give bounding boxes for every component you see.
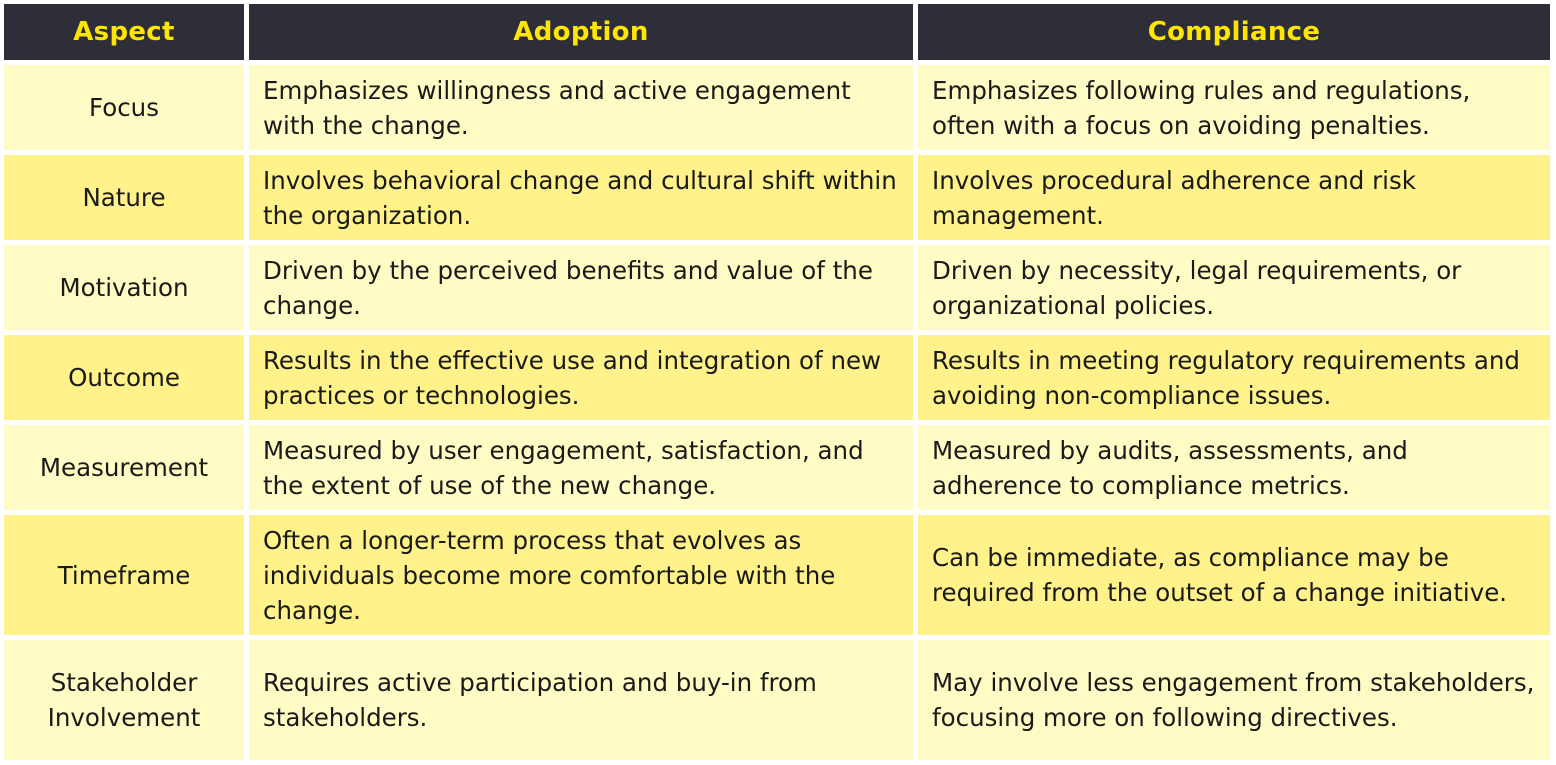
- table-row: Outcome Results in the effective use and…: [4, 335, 1550, 420]
- header-row: Aspect Adoption Compliance: [4, 4, 1550, 60]
- compliance-cell: Can be immediate, as compliance may be r…: [918, 515, 1550, 635]
- table-row: Timeframe Often a longer-term process th…: [4, 515, 1550, 635]
- table-row: Measurement Measured by user engagement,…: [4, 425, 1550, 510]
- header-compliance: Compliance: [918, 4, 1550, 60]
- compliance-cell: Emphasizes following rules and regulatio…: [918, 65, 1550, 150]
- aspect-cell: Motivation: [4, 245, 244, 330]
- comparison-table-container: Aspect Adoption Compliance Focus Emphasi…: [4, 4, 1550, 760]
- adoption-cell: Results in the effective use and integra…: [249, 335, 913, 420]
- table-row: Nature Involves behavioral change and cu…: [4, 155, 1550, 240]
- header-aspect: Aspect: [4, 4, 244, 60]
- aspect-cell: Measurement: [4, 425, 244, 510]
- adoption-cell: Emphasizes willingness and active engage…: [249, 65, 913, 150]
- compliance-cell: Results in meeting regulatory requiremen…: [918, 335, 1550, 420]
- adoption-cell: Involves behavioral change and cultural …: [249, 155, 913, 240]
- aspect-cell: Nature: [4, 155, 244, 240]
- aspect-cell: Stakeholder Involvement: [4, 640, 244, 760]
- adoption-cell: Requires active participation and buy-in…: [249, 640, 913, 760]
- table-row: Focus Emphasizes willingness and active …: [4, 65, 1550, 150]
- adoption-cell: Often a longer-term process that evolves…: [249, 515, 913, 635]
- compliance-cell: Measured by audits, assessments, and adh…: [918, 425, 1550, 510]
- table-row: Motivation Driven by the perceived benef…: [4, 245, 1550, 330]
- compliance-cell: May involve less engagement from stakeho…: [918, 640, 1550, 760]
- adoption-cell: Driven by the perceived benefits and val…: [249, 245, 913, 330]
- header-adoption: Adoption: [249, 4, 913, 60]
- aspect-cell: Timeframe: [4, 515, 244, 635]
- table-row: Stakeholder Involvement Requires active …: [4, 640, 1550, 760]
- aspect-cell: Focus: [4, 65, 244, 150]
- compliance-cell: Involves procedural adherence and risk m…: [918, 155, 1550, 240]
- compliance-cell: Driven by necessity, legal requirements,…: [918, 245, 1550, 330]
- adoption-cell: Measured by user engagement, satisfactio…: [249, 425, 913, 510]
- aspect-cell: Outcome: [4, 335, 244, 420]
